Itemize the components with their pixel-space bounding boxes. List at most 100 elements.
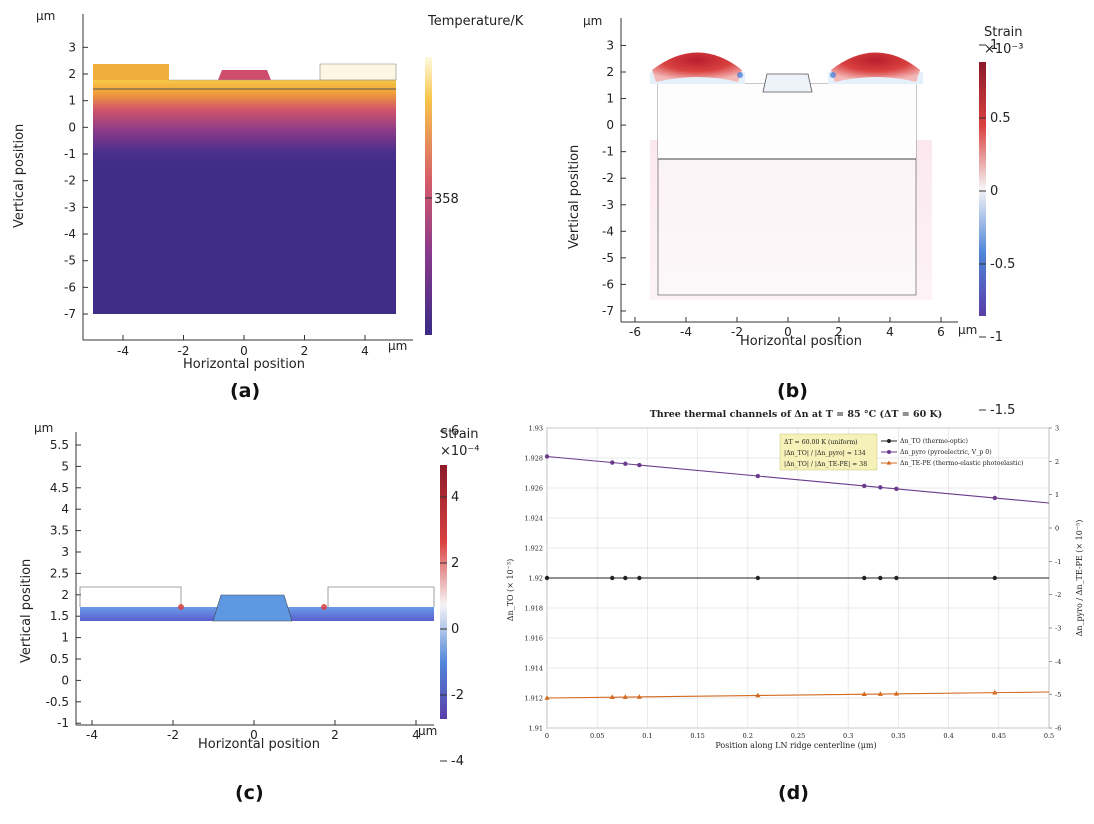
c-colorbar-tick-label: -4	[451, 754, 464, 769]
series-marker-0	[992, 575, 997, 581]
b-right-strain-hotspot	[831, 52, 920, 82]
b-x-tick-label: 6	[937, 325, 945, 339]
series-marker-2	[861, 691, 867, 697]
series-marker-0	[862, 575, 867, 581]
panel-c: μm 5.5 5 4.5 4 3.5 3 2.5 2 1.5 1 0.5 0 -0.5 -1 -4 -2 0 2…	[19, 421, 480, 804]
c-x-tick-label: 4	[412, 728, 420, 742]
c-y-tick-label: 5	[61, 459, 69, 473]
d-y2-tick-label: 1	[1055, 491, 1059, 499]
d-y-tick-label: 1.922	[524, 545, 543, 553]
b-colorbar-tick-label: 0.5	[990, 111, 1011, 126]
d-y-tick-label: 1.914	[524, 665, 543, 673]
d-y2-tick-label: -6	[1055, 725, 1061, 733]
b-y-tick-label: 3	[606, 38, 614, 52]
a-panel-label: (a)	[230, 380, 260, 402]
series-line-1	[546, 455, 1050, 504]
d-y2-tick-label: 0	[1055, 525, 1059, 533]
c-colorbar-ticks: 6 4 2 0 -2 -4	[440, 424, 464, 769]
series-marker-1	[755, 473, 761, 479]
d-y2-tick-label: -3	[1055, 625, 1061, 633]
b-left-strain-hotspot	[652, 52, 742, 82]
series-marker-2	[755, 692, 761, 698]
b-x-tick-label: 2	[835, 325, 843, 339]
d-x-tick-label: 0.25	[791, 732, 805, 740]
series-marker-0	[755, 575, 761, 581]
d-y-tick-label: 1.93	[529, 425, 543, 433]
series-marker-1	[862, 483, 867, 489]
series-marker-2	[622, 694, 628, 699]
d-y2-tick-label: -2	[1055, 591, 1061, 599]
panel-a: μm 3 2 1 0 -1 -2 -3 -4 -5 -6 -7 -4 -2 0 2 4 Horizontal…	[12, 9, 524, 402]
c-left-electrode	[79, 586, 182, 607]
a-film-heat	[93, 80, 396, 165]
b-colorbar-title: Strain	[984, 25, 1023, 40]
series-marker-1	[878, 485, 883, 490]
b-xlabel: Horizontal position	[740, 334, 862, 349]
d-y2-ticks: 3 2 1 0 -1 -2 -3 -4 -5 -6	[1049, 425, 1061, 733]
d-xlabel: Position along LN ridge centerline (μm)	[715, 741, 876, 750]
c-colorbar-title: Strain	[440, 427, 479, 442]
c-y-ticks: 5.5 5 4.5 4 3.5 3 2.5 2 1.5 1 0.5 0 -0.5 -1	[46, 438, 81, 730]
c-y-tick-label: 4	[61, 502, 69, 516]
d-panel-label: (d)	[778, 782, 809, 804]
b-x-tick-label: -4	[680, 325, 692, 339]
d-x-tick-label: 0.15	[690, 732, 704, 740]
b-y-tick-label: -2	[602, 171, 614, 185]
b-colorbar-tick-label: -0.5	[990, 257, 1015, 272]
c-colorbar-exp: ×10⁻⁴	[440, 444, 480, 459]
c-y-tick-label: 4.5	[50, 481, 69, 495]
a-left-electrode	[93, 64, 169, 80]
d-annotation-3: |Δn_TO| / |Δn_TE-PE| ≈ 38	[784, 461, 867, 468]
a-unit-top: μm	[36, 9, 55, 23]
c-panel-label: (c)	[235, 782, 264, 804]
b-unit-x: μm	[958, 323, 977, 337]
c-x-tick-label: 0	[250, 728, 258, 742]
a-unit-x: μm	[388, 339, 407, 353]
a-right-electrode	[319, 63, 397, 81]
a-x-ticks: -4 -2 0 2 4	[117, 335, 369, 358]
series-marker-1	[992, 495, 997, 501]
a-y-tick-label: -6	[64, 280, 76, 294]
d-y-tick-label: 1.91	[529, 725, 543, 733]
c-y-tick-label: 1.5	[50, 609, 69, 623]
series-marker-1	[637, 462, 642, 468]
b-y-tick-label: 1	[606, 92, 614, 106]
series-marker-0	[610, 575, 615, 581]
b-colorbar-ticks: 1.510.50-0.5-1-1.5	[979, 38, 1015, 418]
series-marker-1	[610, 460, 615, 465]
series-marker-1	[623, 461, 628, 466]
b-ylabel: Vertical position	[567, 145, 582, 249]
a-ylabel: Vertical position	[12, 124, 27, 228]
b-colorbar-tick-label: 1	[990, 38, 998, 53]
b-y-tick-label: -6	[602, 277, 614, 291]
a-y-tick-label: -3	[64, 200, 76, 214]
d-y-tick-label: 1.912	[524, 695, 543, 703]
panel-b: μm 3 2 1 0 -1 -2 -3 -4 -5 -6 -7 -6 -4 -2 0 2 4 6 Horizon…	[567, 14, 1024, 418]
c-x-tick-label: -4	[86, 728, 98, 742]
b-y-ticks: 3 2 1 0 -1 -2 -3 -4 -5 -6 -7	[602, 38, 626, 318]
series-marker-1	[894, 486, 899, 492]
a-y-tick-label: 0	[68, 120, 76, 134]
c-colorbar-tick-label: -2	[451, 688, 464, 703]
d-y-tick-label: 1.926	[524, 485, 543, 493]
d-y-tick-label: 1.92	[529, 575, 543, 583]
c-colorbar-tick-label: 2	[451, 556, 459, 571]
a-y-tick-label: 2	[68, 67, 76, 81]
b-y-tick-label: -1	[602, 145, 614, 159]
d-annotation-1: ΔT = 60.00 K (uniform)	[784, 439, 858, 446]
c-x-tick-label: 2	[331, 728, 339, 742]
c-y-tick-label: 1	[61, 631, 69, 645]
a-y-tick-label: -5	[64, 254, 76, 268]
d-series	[544, 454, 1050, 700]
b-y-tick-label: -7	[602, 304, 614, 318]
d-y-ticks: 1.91 1.912 1.914 1.916 1.918 1.92 1.922 1.924 1.…	[524, 425, 543, 733]
c-y-tick-label: 2.5	[50, 566, 69, 580]
a-x-tick-label: -4	[117, 344, 129, 358]
b-y-tick-label: -4	[602, 224, 614, 238]
b-colorbar	[979, 62, 986, 316]
d-x-tick-label: 0.45	[992, 732, 1006, 740]
a-y-tick-label: 1	[68, 94, 76, 108]
b-y-tick-label: 0	[606, 118, 614, 132]
c-y-tick-label: -1	[57, 716, 69, 730]
